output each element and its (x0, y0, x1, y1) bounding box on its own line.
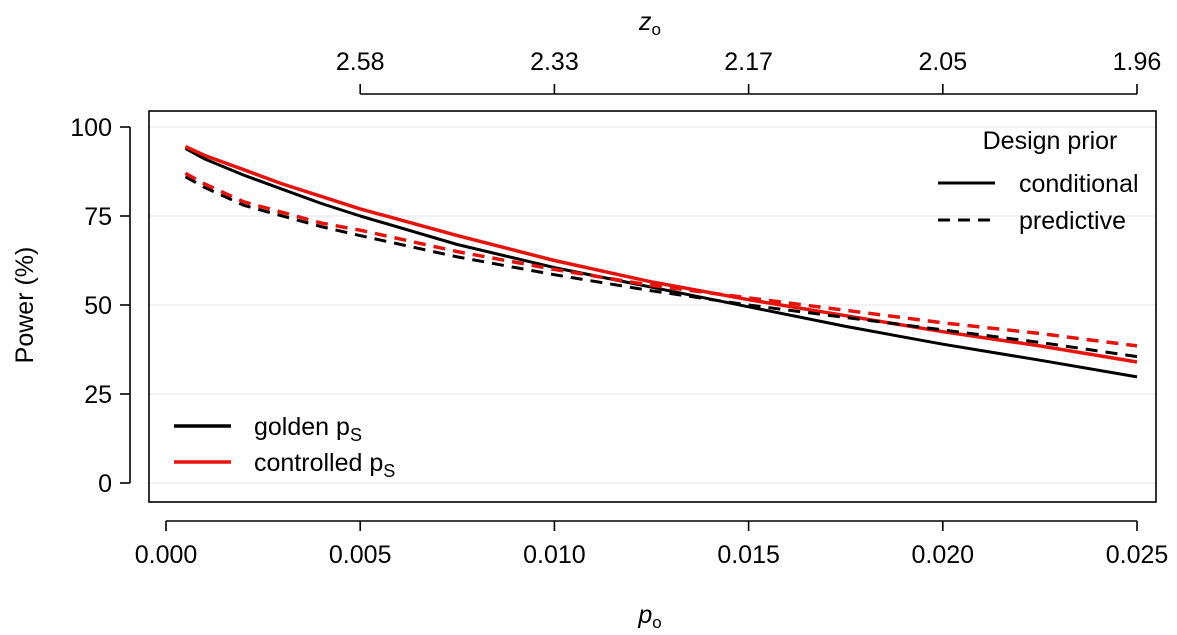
gridlines (149, 126, 1156, 484)
y-axis-title: Power (%) (11, 247, 39, 364)
legend-label-predictive: predictive (1019, 207, 1126, 235)
series-line-controlled-conditional (184, 145, 1138, 364)
series-line-golden-conditional (184, 147, 1138, 379)
axes: 0.000 0.005 0.010 0.015 0.020 0.025 0 25 50 75 100… (70, 48, 1168, 569)
top-axis-title: zo (638, 8, 661, 39)
y-tick-label-100: 100 (70, 114, 112, 142)
plot-frame (148, 110, 1157, 503)
x-tick-label-0.010: 0.010 (523, 541, 586, 569)
y-tick-label-0: 0 (98, 470, 112, 498)
x-tick-label-0.000: 0.000 (135, 541, 198, 569)
top-tick-label-2.17: 2.17 (724, 48, 773, 76)
series-line-golden-predictive (184, 175, 1138, 359)
series-line-controlled-predictive (184, 171, 1138, 348)
legend-colors: golden pS controlled pS (174, 413, 395, 481)
top-tick-label-2.33: 2.33 (530, 48, 579, 76)
series-layer (184, 145, 1138, 379)
legend-label-conditional: conditional (1019, 170, 1139, 198)
y-tick-label-25: 25 (84, 381, 112, 409)
x-axis-title: po (637, 601, 661, 632)
x-tick-label-0.005: 0.005 (329, 541, 392, 569)
y-tick-label-50: 50 (84, 292, 112, 320)
top-tick-label-2.58: 2.58 (336, 48, 385, 76)
x-tick-label-0.015: 0.015 (717, 541, 780, 569)
top-tick-label-1.96: 1.96 (1113, 48, 1162, 76)
legend-linetypes-title: Design prior (983, 127, 1118, 155)
legend-label-controlled: controlled pS (254, 449, 395, 481)
y-tick-label-75: 75 (84, 203, 112, 231)
legend-linetypes: Design prior conditional predictive (938, 127, 1139, 235)
legend-label-golden: golden pS (254, 413, 362, 445)
top-tick-label-2.05: 2.05 (918, 48, 967, 76)
x-tick-label-0.025: 0.025 (1106, 541, 1169, 569)
x-tick-label-0.020: 0.020 (912, 541, 975, 569)
